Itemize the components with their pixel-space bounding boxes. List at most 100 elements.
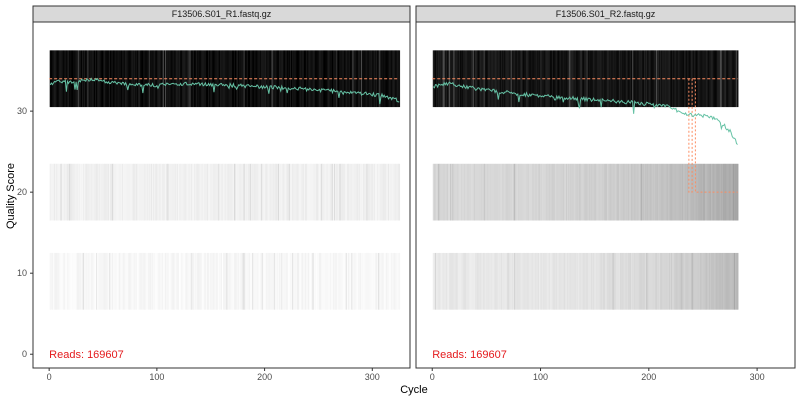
- heatmap-cell: [616, 252, 619, 310]
- heatmap-cell: [350, 163, 352, 221]
- heatmap-cell: [58, 163, 60, 221]
- heatmap-cell: [208, 163, 210, 221]
- heatmap-cell: [499, 163, 502, 221]
- heatmap-cell: [372, 252, 375, 310]
- heatmap-cell: [715, 163, 717, 221]
- heatmap-cell: [652, 163, 654, 221]
- heatmap-cell: [522, 252, 525, 310]
- heatmap-cell: [174, 252, 177, 310]
- heatmap-cell: [118, 252, 121, 310]
- heatmap-cell: [734, 252, 737, 310]
- heatmap-cell: [337, 50, 339, 108]
- heatmap-cell: [217, 252, 220, 310]
- heatmap-cell: [460, 50, 463, 108]
- heatmap-cell: [680, 50, 683, 108]
- heatmap-cell: [390, 252, 392, 310]
- heatmap-cell: [222, 163, 224, 221]
- heatmap-cell: [253, 50, 255, 108]
- heatmap-cell: [359, 252, 362, 310]
- heatmap-cell: [222, 50, 224, 108]
- heatmap-cell: [148, 163, 151, 221]
- heatmap-cell: [593, 252, 595, 310]
- heatmap-cell: [211, 252, 213, 310]
- heatmap-cell: [61, 163, 63, 221]
- heatmap-cell: [674, 163, 676, 221]
- heatmap-cell: [538, 252, 541, 310]
- heatmap-cell: [364, 252, 366, 310]
- heatmap-cell: [556, 252, 558, 310]
- heatmap-cell: [234, 252, 237, 310]
- heatmap-cell: [310, 252, 312, 310]
- heatmap-cell: [269, 163, 271, 221]
- heatmap-cell: [492, 252, 494, 310]
- heatmap-cell: [343, 163, 346, 221]
- heatmap-cell: [625, 50, 627, 108]
- heatmap-cell: [613, 252, 615, 310]
- heatmap-cell: [550, 252, 553, 310]
- heatmap-cell: [528, 163, 530, 221]
- heatmap-cell: [719, 252, 722, 310]
- heatmap-cell: [192, 50, 195, 108]
- heatmap-cell: [118, 163, 121, 221]
- heatmap-cell: [274, 252, 277, 310]
- heatmap-cell: [469, 163, 471, 221]
- heatmap-cell: [155, 163, 157, 221]
- heatmap-cell: [679, 252, 682, 310]
- heatmap-cell: [226, 252, 228, 310]
- heatmap-cell: [303, 252, 306, 310]
- heatmap-cell: [432, 252, 435, 310]
- heatmap-cell: [51, 163, 54, 221]
- heatmap-cell: [610, 252, 612, 310]
- heatmap-cell: [661, 163, 663, 221]
- heatmap-cell: [552, 163, 555, 221]
- heatmap-cell: [508, 252, 510, 310]
- heatmap-cell: [349, 252, 351, 310]
- heatmap-cell: [171, 163, 173, 221]
- heatmap-cell: [663, 163, 665, 221]
- heatmap-cell: [356, 50, 359, 108]
- heatmap-cell: [632, 252, 634, 310]
- heatmap-cell: [256, 163, 258, 221]
- heatmap-cell: [585, 163, 587, 221]
- heatmap-cell: [473, 252, 476, 310]
- heatmap-cell: [440, 50, 442, 108]
- heatmap-cell: [558, 252, 560, 310]
- heatmap-cell: [102, 163, 104, 221]
- heatmap-cell: [614, 50, 617, 108]
- heatmap-cell: [650, 252, 652, 310]
- heatmap-cell: [267, 50, 269, 108]
- heatmap-cell: [503, 163, 505, 221]
- heatmap-cell: [349, 163, 351, 221]
- heatmap-cell: [103, 163, 105, 221]
- heatmap-cell: [211, 163, 213, 221]
- heatmap-cell: [650, 163, 652, 221]
- heatmap-cell: [232, 252, 235, 310]
- heatmap-cell: [483, 163, 486, 221]
- heatmap-cell: [251, 252, 253, 310]
- heatmap-cell: [144, 163, 146, 221]
- heatmap-cell: [212, 163, 214, 221]
- heatmap-cell: [242, 163, 244, 221]
- heatmap-cell: [261, 163, 264, 221]
- heatmap-cell: [242, 50, 244, 108]
- heatmap-cell: [325, 252, 327, 310]
- heatmap-cell: [460, 252, 463, 310]
- heatmap-cell: [671, 252, 673, 310]
- heatmap-cell: [174, 163, 177, 221]
- heatmap-cell: [352, 163, 354, 221]
- heatmap-cell: [138, 252, 140, 310]
- heatmap-cell: [620, 252, 622, 310]
- heatmap-cell: [460, 163, 463, 221]
- heatmap-cell: [475, 252, 477, 310]
- heatmap-cell: [737, 163, 739, 221]
- heatmap-cell: [72, 252, 74, 310]
- heatmap-cell: [381, 163, 383, 221]
- heatmap-cell: [216, 252, 219, 310]
- heatmap-cell: [535, 252, 538, 310]
- heatmap-cell: [265, 252, 267, 310]
- heatmap-cell: [216, 163, 219, 221]
- heatmap-cell: [131, 50, 133, 108]
- heatmap-cell: [667, 163, 670, 221]
- heatmap-cell: [172, 163, 174, 221]
- heatmap-cell: [163, 163, 166, 221]
